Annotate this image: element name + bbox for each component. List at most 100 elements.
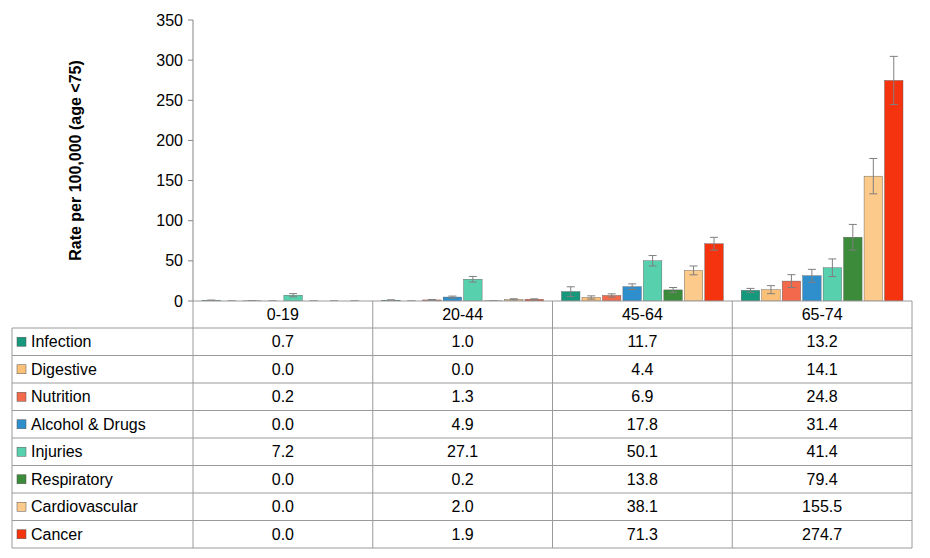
bar: [705, 244, 723, 301]
error-cap: [828, 258, 836, 259]
error-cap: [669, 287, 677, 288]
error-bar: [628, 284, 636, 290]
error-stem: [873, 158, 874, 193]
error-cap: [530, 300, 538, 301]
error-cap: [890, 56, 898, 57]
error-cap: [587, 295, 595, 296]
legend-swatch: [17, 530, 26, 539]
table-value: 0.0: [272, 361, 294, 378]
bar: [885, 80, 903, 301]
table-value: 17.8: [627, 416, 658, 433]
error-cap: [207, 300, 215, 301]
error-cap: [510, 300, 518, 301]
error-cap: [510, 298, 518, 299]
error-cap: [746, 288, 754, 289]
error-cap: [808, 282, 816, 283]
category-label: 45-64: [622, 306, 663, 323]
y-tick: [188, 140, 193, 141]
table-border: [12, 438, 912, 439]
legend-swatch: [17, 475, 26, 484]
error-stem: [652, 256, 653, 266]
y-tick-label: 300: [156, 52, 183, 69]
legend-label: Injuries: [31, 443, 83, 460]
error-cap: [690, 265, 698, 266]
error-cap: [710, 237, 718, 238]
table-value: 0.2: [272, 388, 294, 405]
error-cap: [767, 293, 775, 294]
table-value: 50.1: [627, 443, 658, 460]
error-bar: [767, 286, 775, 294]
table-value: 24.8: [807, 388, 838, 405]
error-stem: [714, 237, 715, 250]
error-cap: [767, 285, 775, 286]
table-value: 27.1: [447, 443, 478, 460]
table-border: [732, 301, 733, 548]
legend-swatch: [17, 420, 26, 429]
table-value: 155.5: [802, 498, 842, 515]
error-cap: [567, 286, 575, 287]
error-cap: [289, 293, 297, 294]
error-stem: [472, 276, 473, 282]
category-label: 0-19: [267, 306, 299, 323]
error-bar: [869, 158, 877, 193]
bar: [443, 297, 461, 301]
error-stem: [893, 56, 894, 104]
y-tick-label: 0: [174, 293, 183, 310]
y-tick-label: 50: [165, 252, 183, 269]
error-cap: [869, 158, 877, 159]
error-cap: [448, 296, 456, 297]
error-bar: [710, 237, 718, 250]
table-value: 79.4: [807, 471, 838, 488]
legend-swatch: [17, 337, 26, 346]
error-cap: [428, 299, 436, 300]
error-bar: [808, 269, 816, 282]
data-table: 0-1920-4445-6465-74Infection0.71.011.713…: [12, 301, 912, 548]
error-cap: [808, 269, 816, 270]
error-bar: [587, 296, 595, 299]
error-cap: [746, 292, 754, 293]
table-value: 71.3: [627, 526, 658, 543]
error-stem: [791, 275, 792, 288]
error-bar: [746, 288, 754, 292]
error-stem: [632, 284, 633, 290]
error-cap: [587, 299, 595, 300]
legend-swatch: [17, 447, 26, 456]
legend-label: Cancer: [31, 526, 83, 543]
bar: [864, 176, 882, 301]
table-value: 13.8: [627, 471, 658, 488]
error-stem: [852, 224, 853, 250]
error-cap: [469, 276, 477, 277]
y-tick: [188, 301, 193, 302]
error-bar: [510, 299, 518, 300]
table-value: 1.0: [452, 333, 474, 350]
table-value: 1.3: [452, 388, 474, 405]
bar: [684, 270, 702, 301]
table-value: 13.2: [807, 333, 838, 350]
y-tick: [188, 260, 193, 261]
table-border: [12, 355, 912, 356]
y-tick: [188, 180, 193, 181]
table-value: 0.2: [452, 471, 474, 488]
table-border: [12, 383, 912, 384]
error-cap: [849, 250, 857, 251]
error-cap: [869, 193, 877, 194]
table-value: 4.4: [631, 361, 653, 378]
legend-swatch: [17, 502, 26, 511]
table-border: [193, 301, 194, 548]
y-tick-label: 150: [156, 172, 183, 189]
error-bar: [890, 56, 898, 104]
error-stem: [693, 266, 694, 275]
error-bar: [849, 224, 857, 250]
error-cap: [649, 265, 657, 266]
error-bar: [649, 256, 657, 266]
category-label: 20-44: [442, 306, 483, 323]
legend-label: Alcohol & Drugs: [31, 416, 146, 433]
legend-label: Digestive: [31, 361, 97, 378]
table-value: 2.0: [452, 498, 474, 515]
table-value: 7.2: [272, 443, 294, 460]
legend-swatch: [17, 365, 26, 374]
y-axis: 050100150200250300350: [156, 12, 193, 310]
error-cap: [649, 255, 657, 256]
table-border: [12, 465, 912, 466]
category-label: 65-74: [802, 306, 843, 323]
